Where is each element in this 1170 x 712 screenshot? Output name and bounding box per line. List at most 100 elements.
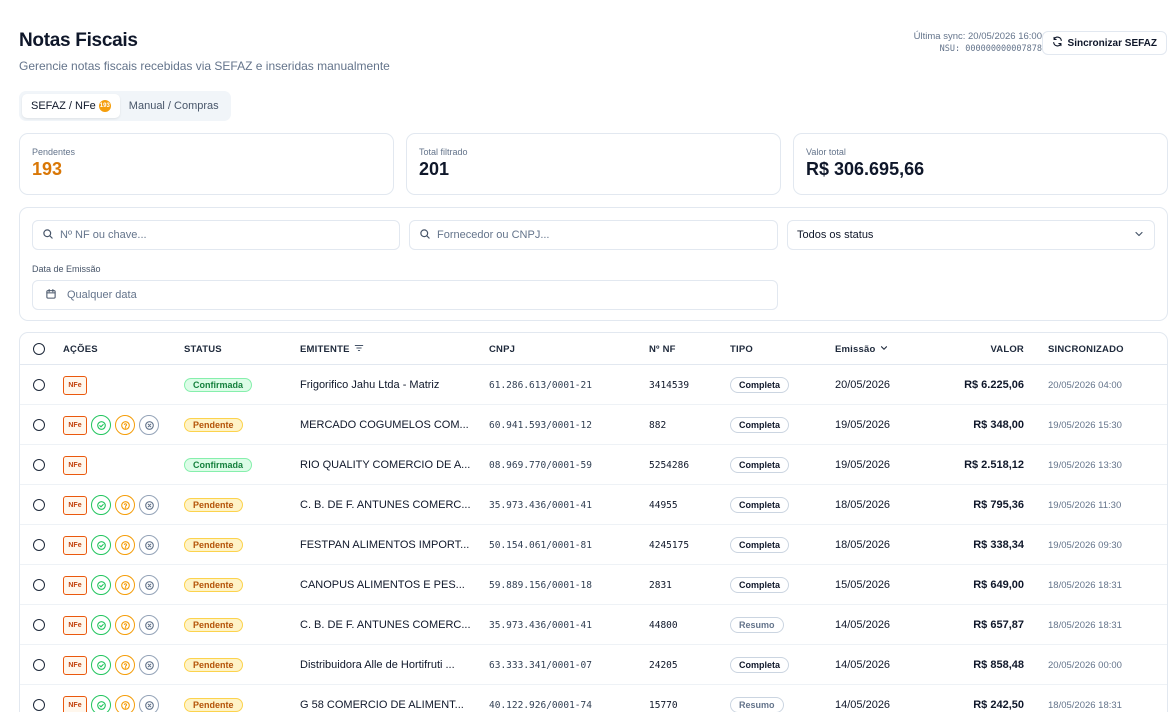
stat-label: Pendentes	[32, 147, 76, 157]
calendar-icon	[45, 288, 57, 303]
tipo-cell: Completa	[730, 645, 790, 685]
reject-icon[interactable]	[139, 655, 159, 675]
reject-icon[interactable]	[139, 415, 159, 435]
sincronizado-cell: 18/05/2026 18:31	[1048, 699, 1122, 711]
table-row[interactable]: NFe Pendente FESTPAN ALIMENTOS IMPORT...…	[20, 525, 1167, 565]
question-icon[interactable]	[115, 535, 135, 555]
row-select-radio[interactable]	[33, 365, 45, 405]
table-row[interactable]: NFe Confirmada Frigorifico Jahu Ltda - M…	[20, 365, 1167, 405]
supplier-search-input[interactable]: Fornecedor ou CNPJ...	[409, 220, 778, 250]
filters-panel: Nº NF ou chave... Fornecedor ou CNPJ... …	[19, 207, 1168, 321]
tipo-cell: Completa	[730, 565, 790, 605]
row-actions: NFe	[63, 605, 159, 645]
table-row[interactable]: NFe Pendente CANOPUS ALIMENTOS E PES... …	[20, 565, 1167, 605]
nfe-doc-icon[interactable]: NFe	[63, 375, 87, 395]
confirm-icon[interactable]	[91, 495, 111, 515]
nfe-doc-icon[interactable]: NFe	[63, 495, 87, 515]
status-badge: Pendente	[184, 538, 243, 552]
tab-manual-compras[interactable]: Manual / Compras	[120, 94, 228, 118]
nfe-doc-icon[interactable]: NFe	[63, 415, 87, 435]
nfe-doc-icon[interactable]: NFe	[63, 655, 87, 675]
row-select-radio[interactable]	[33, 525, 45, 565]
question-icon[interactable]	[115, 615, 135, 635]
question-icon[interactable]	[115, 695, 135, 712]
tab-sefaz-nfe[interactable]: SEFAZ / NFe 193	[22, 94, 120, 118]
cnpj-cell: 59.889.156/0001-18	[489, 579, 592, 591]
col-emissao[interactable]: Emissão	[835, 333, 889, 365]
confirm-icon[interactable]	[91, 655, 111, 675]
status-cell: Pendente	[184, 405, 243, 445]
stat-card-total-filtrado: Total filtrado 201	[406, 133, 781, 195]
status-cell: Confirmada	[184, 365, 253, 405]
confirm-icon[interactable]	[91, 615, 111, 635]
table-row[interactable]: NFe Pendente G 58 COMERCIO DE ALIMENT...…	[20, 685, 1167, 712]
question-icon[interactable]	[115, 575, 135, 595]
radio-icon	[33, 579, 45, 591]
valor-cell: R$ 858,48	[973, 659, 1024, 671]
sync-info: Última sync: 20/05/2026 16:00 NSU: 00000…	[914, 31, 1042, 55]
supplier-search-placeholder: Fornecedor ou CNPJ...	[437, 229, 550, 241]
stat-label: Valor total	[806, 147, 846, 157]
nfe-doc-icon[interactable]: NFe	[63, 575, 87, 595]
tipo-badge: Completa	[730, 497, 790, 513]
sincronizado-cell: 19/05/2026 11:30	[1048, 499, 1122, 511]
date-filter-input[interactable]: Qualquer data	[32, 280, 778, 310]
confirm-icon[interactable]	[91, 415, 111, 435]
sincronizado-cell: 20/05/2026 04:00	[1048, 379, 1122, 391]
nfe-doc-icon[interactable]: NFe	[63, 695, 87, 712]
filter-icon[interactable]	[350, 343, 364, 356]
sync-sefaz-button[interactable]: Sincronizar SEFAZ	[1041, 31, 1167, 55]
row-select-radio[interactable]	[33, 565, 45, 605]
nfe-doc-icon[interactable]: NFe	[63, 455, 87, 475]
select-all-radio[interactable]	[33, 333, 45, 365]
emitente-cell: MERCADO COGUMELOS COM...	[300, 419, 469, 431]
radio-icon	[33, 539, 45, 551]
status-badge: Pendente	[184, 658, 243, 672]
question-icon[interactable]	[115, 495, 135, 515]
table-row[interactable]: NFe Confirmada RIO QUALITY COMERCIO DE A…	[20, 445, 1167, 485]
tipo-badge: Completa	[730, 577, 790, 593]
tipo-badge: Resumo	[730, 617, 784, 633]
tipo-badge: Completa	[730, 417, 790, 433]
table-row[interactable]: NFe Pendente Distribuidora Alle de Horti…	[20, 645, 1167, 685]
row-select-radio[interactable]	[33, 685, 45, 712]
reject-icon[interactable]	[139, 695, 159, 712]
row-actions: NFe	[63, 525, 159, 565]
status-badge: Pendente	[184, 618, 243, 632]
table-row[interactable]: NFe Pendente C. B. DE F. ANTUNES COMERC.…	[20, 605, 1167, 645]
stat-label: Total filtrado	[419, 147, 468, 157]
question-icon[interactable]	[115, 655, 135, 675]
cnpj-cell: 61.286.613/0001-21	[489, 379, 592, 391]
confirm-icon[interactable]	[91, 535, 111, 555]
row-select-radio[interactable]	[33, 405, 45, 445]
nfe-doc-icon[interactable]: NFe	[63, 535, 87, 555]
emitente-cell: FESTPAN ALIMENTOS IMPORT...	[300, 539, 470, 551]
nfe-doc-icon[interactable]: NFe	[63, 615, 87, 635]
nf-search-input[interactable]: Nº NF ou chave...	[32, 220, 400, 250]
emissao-cell: 14/05/2026	[835, 619, 891, 631]
nf-cell: 5254286	[649, 459, 690, 471]
cnpj-cell: 50.154.061/0001-81	[489, 539, 592, 551]
table-row[interactable]: NFe Pendente C. B. DE F. ANTUNES COMERC.…	[20, 485, 1167, 525]
row-select-radio[interactable]	[33, 485, 45, 525]
confirm-icon[interactable]	[91, 575, 111, 595]
valor-cell: R$ 2.518,12	[964, 459, 1024, 471]
col-emitente[interactable]: EMITENTE	[300, 333, 364, 365]
valor-cell: R$ 649,00	[973, 579, 1024, 591]
reject-icon[interactable]	[139, 535, 159, 555]
row-select-radio[interactable]	[33, 605, 45, 645]
row-select-radio[interactable]	[33, 645, 45, 685]
cnpj-cell: 63.333.341/0001-07	[489, 659, 592, 671]
table-row[interactable]: NFe Pendente MERCADO COGUMELOS COM... 60…	[20, 405, 1167, 445]
reject-icon[interactable]	[139, 615, 159, 635]
row-actions: NFe	[63, 445, 87, 485]
reject-icon[interactable]	[139, 575, 159, 595]
reject-icon[interactable]	[139, 495, 159, 515]
status-select-value: Todos os status	[797, 229, 874, 241]
confirm-icon[interactable]	[91, 695, 111, 712]
row-select-radio[interactable]	[33, 445, 45, 485]
status-select[interactable]: Todos os status	[787, 220, 1155, 250]
status-cell: Pendente	[184, 605, 243, 645]
question-icon[interactable]	[115, 415, 135, 435]
status-badge: Pendente	[184, 578, 243, 592]
